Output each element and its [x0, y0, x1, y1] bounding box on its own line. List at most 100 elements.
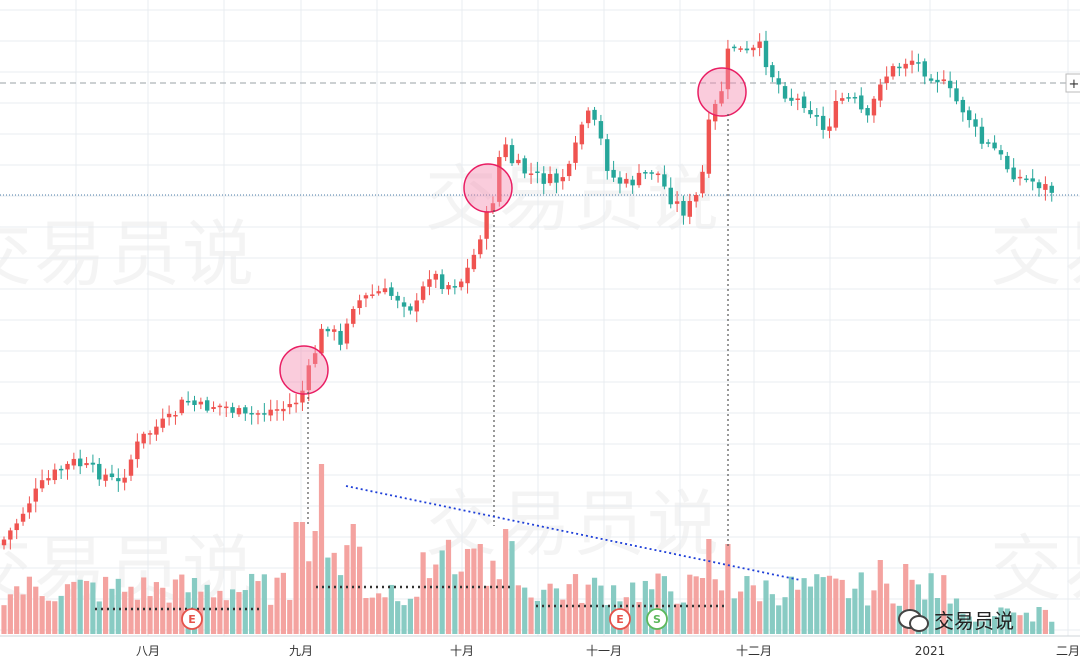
volume-bar	[134, 599, 140, 634]
volume-bar	[731, 598, 737, 634]
volume-bar	[966, 616, 972, 634]
volume-bar	[915, 584, 921, 634]
volume-bar	[496, 579, 502, 634]
volume-bar	[985, 618, 991, 634]
candle-body	[776, 78, 781, 85]
candle-body	[808, 109, 813, 115]
volume-bar	[1, 605, 7, 634]
candle-body	[268, 409, 273, 416]
volume-bar	[744, 576, 750, 634]
candle-body	[687, 200, 692, 217]
volume-bar	[388, 584, 394, 634]
candle-body	[14, 523, 19, 531]
volume-bar	[223, 600, 229, 634]
candle-body	[122, 477, 127, 483]
volume-bar	[268, 604, 274, 634]
event-badge-label: S	[653, 613, 661, 626]
candle-body	[827, 126, 832, 131]
candle-body	[668, 187, 673, 205]
wechat-icon	[898, 607, 929, 632]
volume-bar	[960, 613, 966, 634]
volume-bar	[687, 574, 693, 634]
volume-bar	[877, 560, 883, 634]
candle-body	[573, 142, 578, 163]
candle-body	[998, 150, 1004, 155]
volume-bar	[1049, 621, 1055, 634]
volume-bar	[433, 564, 439, 634]
volume-bar	[477, 544, 483, 634]
volume-bar	[636, 602, 642, 634]
candle-body	[782, 86, 788, 99]
x-axis: 八月 九月 十月 十一月 十二月 2021 二月	[0, 635, 1080, 658]
candle-body	[586, 110, 591, 124]
candle-body	[351, 309, 356, 324]
candle-body	[185, 400, 191, 403]
volume-bar	[414, 596, 420, 634]
candle-body	[33, 488, 38, 502]
candle-body	[217, 405, 223, 408]
candle-body	[52, 469, 57, 481]
volume-bar	[58, 595, 64, 634]
volume-bar	[71, 581, 77, 634]
volume-bar	[668, 591, 674, 634]
candle-body	[249, 412, 254, 415]
volume-bar	[541, 589, 547, 634]
candle-body	[916, 62, 921, 64]
volume-bar	[20, 594, 26, 634]
volume-bar	[1017, 615, 1023, 634]
candle-body	[636, 172, 642, 186]
volume-bar	[318, 464, 325, 634]
volume-bar	[630, 582, 636, 634]
candle-body	[128, 459, 134, 476]
volume-bar	[858, 572, 864, 634]
volume-bar	[992, 616, 998, 634]
volume-bar	[255, 581, 261, 634]
volume-bar	[96, 601, 102, 634]
candle-body	[1036, 182, 1042, 189]
volume-bar	[560, 599, 566, 634]
candle-body	[306, 365, 311, 391]
candle-body	[332, 329, 337, 332]
candle-body	[516, 159, 521, 164]
volume-bar	[928, 573, 934, 634]
volume-bar	[141, 577, 147, 634]
candle-body	[39, 480, 45, 489]
candle-body	[300, 390, 305, 403]
volume-bar	[572, 574, 579, 634]
candle-body	[592, 109, 597, 120]
volume-bar	[191, 578, 198, 634]
candle-body	[852, 96, 858, 99]
event-badge-label: E	[188, 613, 196, 626]
breakout-circle	[279, 345, 329, 395]
volume-bar	[337, 575, 344, 634]
volume-bar	[998, 607, 1004, 634]
candle-body	[427, 279, 432, 287]
candle-body	[979, 126, 985, 144]
volume-bar	[947, 603, 953, 634]
candle-body	[649, 172, 654, 174]
candle-body	[973, 119, 978, 127]
candle-body	[1011, 167, 1016, 180]
event-badge	[609, 608, 631, 630]
candle-body	[109, 473, 115, 478]
volume-bar	[852, 588, 858, 634]
volume-bar	[845, 598, 852, 634]
volume-bar	[382, 597, 388, 634]
candle-body	[192, 400, 197, 405]
volume-bar	[833, 578, 839, 634]
candle-body	[566, 163, 572, 177]
volume-bar	[941, 575, 947, 634]
candle-body	[897, 66, 902, 69]
volume-bar	[376, 593, 382, 634]
candle-body	[205, 400, 210, 411]
candle-body	[693, 194, 699, 202]
candle-body	[801, 96, 807, 109]
candle-body	[503, 144, 508, 158]
candle-body	[230, 407, 235, 413]
candle-body	[439, 274, 445, 289]
volume-bar	[890, 603, 896, 634]
x-tick-label: 十一月	[586, 644, 622, 658]
volume-bar	[109, 588, 115, 634]
volume-bar	[909, 579, 915, 634]
